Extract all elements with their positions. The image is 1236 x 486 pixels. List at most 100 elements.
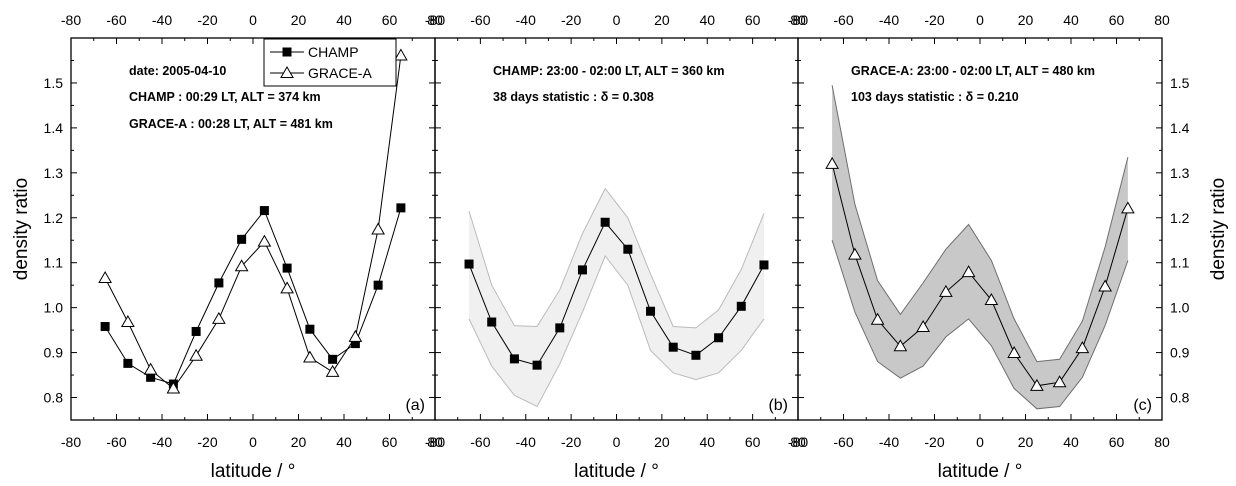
y-tick-label: 1.4 bbox=[44, 120, 64, 136]
y-tick-label: 1.5 bbox=[1170, 75, 1190, 91]
y-tick-label: 1.2 bbox=[44, 210, 64, 226]
data-point-triangle bbox=[1030, 378, 1044, 391]
x-tick-label-top: -60 bbox=[470, 12, 490, 28]
y-tick-label: 0.8 bbox=[44, 390, 64, 406]
x-tick-label-top: 60 bbox=[382, 12, 398, 28]
data-point-triangle bbox=[189, 348, 203, 361]
data-point-triangle bbox=[303, 350, 317, 363]
data-point-square bbox=[259, 206, 269, 216]
band-upper-edge bbox=[831, 85, 1129, 363]
x-axis-label: latitude / ° bbox=[938, 461, 1023, 482]
data-point-triangle bbox=[825, 156, 839, 169]
data-point-square bbox=[646, 306, 656, 316]
data-point-square bbox=[282, 263, 292, 273]
band-lower-edge bbox=[831, 240, 1129, 410]
y-axis-label: denstiy ratio bbox=[1208, 178, 1229, 280]
legend-box bbox=[263, 38, 397, 87]
legend-entry: CHAMP bbox=[308, 44, 359, 60]
x-tick-label-top: 40 bbox=[699, 12, 715, 28]
panel-label: (c) bbox=[1133, 397, 1152, 414]
data-point-square bbox=[577, 265, 587, 275]
x-axis-label: latitude / ° bbox=[574, 461, 659, 482]
confidence-band bbox=[469, 188, 764, 407]
data-point-square bbox=[146, 372, 156, 382]
data-point-square bbox=[123, 358, 133, 368]
annotation-text: date: 2005-04-10 bbox=[129, 64, 226, 78]
x-tick-label-top: -60 bbox=[106, 12, 126, 28]
data-point-triangle bbox=[1098, 279, 1112, 292]
x-tick-label: -60 bbox=[470, 434, 490, 450]
x-tick-label-top: -40 bbox=[152, 12, 172, 28]
data-point-triangle bbox=[143, 362, 158, 375]
x-tick-label: 60 bbox=[745, 434, 761, 450]
y-axis-label: density ratio bbox=[11, 178, 32, 280]
legend-marker-triangle bbox=[280, 65, 294, 78]
x-tick-label: 80 bbox=[790, 434, 806, 450]
x-tick-label-top: -60 bbox=[833, 12, 853, 28]
data-point-triangle bbox=[280, 281, 294, 294]
x-tick-label: 80 bbox=[427, 434, 443, 450]
annotation-text: CHAMP : 00:29 LT, ALT = 374 km bbox=[129, 90, 321, 104]
data-point-square bbox=[328, 354, 338, 364]
x-tick-label: 60 bbox=[1109, 434, 1125, 450]
y-tick-label: 1.3 bbox=[1170, 165, 1190, 181]
data-point-triangle bbox=[1007, 346, 1021, 359]
x-tick-label-top: 0 bbox=[249, 12, 257, 28]
x-tick-label-top: -40 bbox=[879, 12, 899, 28]
y-tick-label: 1.1 bbox=[44, 255, 64, 271]
data-point-triangle bbox=[1121, 201, 1135, 214]
x-tick-label-top: 0 bbox=[976, 12, 984, 28]
data-point-square bbox=[305, 324, 315, 334]
data-point-square bbox=[214, 278, 224, 288]
data-point-triangle bbox=[939, 284, 953, 297]
data-point-triangle bbox=[325, 364, 340, 377]
y-tick-label: 1.1 bbox=[1170, 255, 1190, 271]
x-tick-label-top: -20 bbox=[561, 12, 581, 28]
x-tick-label: 80 bbox=[1154, 434, 1170, 450]
x-tick-label-top: 80 bbox=[427, 12, 443, 28]
x-tick-label-top: -80 bbox=[425, 12, 445, 28]
y-tick-label: 1.5 bbox=[44, 75, 64, 91]
data-point-square bbox=[237, 234, 247, 244]
data-point-square bbox=[373, 280, 383, 290]
data-point-square bbox=[509, 354, 519, 364]
data-point-triangle bbox=[394, 48, 408, 61]
x-tick-label: -60 bbox=[106, 434, 126, 450]
x-tick-label-top: 80 bbox=[1154, 12, 1170, 28]
x-tick-label: 0 bbox=[613, 434, 621, 450]
x-tick-label-top: 40 bbox=[1063, 12, 1079, 28]
y-tick-label: 1.0 bbox=[1170, 300, 1190, 316]
x-tick-label-top: -20 bbox=[924, 12, 944, 28]
data-point-triangle bbox=[212, 311, 226, 324]
x-axis-label: latitude / ° bbox=[211, 461, 296, 482]
data-point-square bbox=[600, 217, 610, 227]
x-tick-label: -40 bbox=[879, 434, 899, 450]
x-tick-label: 0 bbox=[976, 434, 984, 450]
annotation-text: 103 days statistic : δ = 0.210 bbox=[851, 90, 1019, 104]
data-point-triangle bbox=[1075, 341, 1090, 354]
data-point-square bbox=[350, 339, 360, 349]
y-tick-label: 0.9 bbox=[44, 345, 64, 361]
data-point-square bbox=[668, 342, 678, 352]
x-tick-label-top: 20 bbox=[1018, 12, 1034, 28]
data-point-square bbox=[396, 203, 406, 213]
x-tick-label-top: -20 bbox=[197, 12, 217, 28]
data-point-triangle bbox=[98, 270, 112, 283]
data-point-triangle bbox=[257, 234, 272, 247]
data-point-square bbox=[532, 360, 542, 370]
data-point-square bbox=[623, 244, 633, 254]
band-lower-edge bbox=[468, 255, 765, 408]
x-tick-label: 0 bbox=[249, 434, 257, 450]
x-tick-label: 20 bbox=[1018, 434, 1034, 450]
x-tick-label-top: 60 bbox=[745, 12, 761, 28]
data-point-triangle bbox=[961, 265, 976, 278]
y-tick-label: 1.4 bbox=[1170, 120, 1190, 136]
x-tick-label-top: -80 bbox=[788, 12, 808, 28]
confidence-band bbox=[832, 85, 1128, 409]
x-tick-label-top: -80 bbox=[61, 12, 81, 28]
series-line bbox=[104, 207, 402, 385]
y-tick-label: 0.8 bbox=[1170, 390, 1190, 406]
x-tick-label: -60 bbox=[833, 434, 853, 450]
data-point-square bbox=[759, 260, 769, 270]
